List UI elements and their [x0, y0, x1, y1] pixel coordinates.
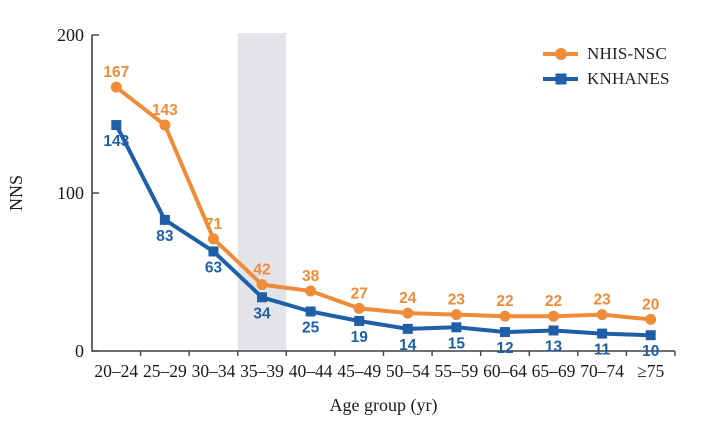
legend-item-nhis-nsc: NHIS-NSC	[543, 44, 670, 63]
x-category-label: 20–24	[94, 361, 138, 381]
data-point-marker	[499, 310, 511, 322]
data-point-marker	[499, 327, 510, 338]
x-category-label: 70–74	[580, 361, 624, 381]
data-point-label: 14	[399, 337, 417, 354]
data-point-marker	[645, 330, 656, 341]
data-point-marker	[548, 325, 559, 336]
data-point-marker	[451, 322, 462, 333]
circle-marker-icon	[554, 48, 567, 60]
data-point-marker	[305, 306, 316, 317]
data-point-marker	[354, 315, 365, 326]
data-point-label: 63	[205, 259, 223, 276]
x-category-label: 45–49	[337, 361, 381, 381]
data-point-label: 19	[351, 329, 369, 346]
legend-line-swatch	[543, 48, 578, 60]
data-point-marker	[402, 307, 414, 319]
data-point-label: 42	[253, 262, 270, 279]
data-point-label: 143	[103, 133, 129, 150]
data-point-marker	[402, 323, 413, 334]
data-point-marker	[645, 313, 657, 325]
data-point-label: 24	[399, 290, 417, 307]
data-point-label: 12	[496, 340, 513, 357]
x-category-label: 35–39	[240, 361, 284, 381]
x-category-label: 65–69	[532, 361, 576, 381]
data-point-label: 83	[156, 228, 174, 245]
data-point-label: 13	[545, 338, 563, 355]
data-point-label: 22	[496, 293, 513, 310]
data-point-label: 38	[302, 268, 320, 285]
data-point-label: 15	[448, 335, 466, 352]
square-marker-icon	[555, 73, 566, 85]
x-category-label: 60–64	[483, 361, 527, 381]
legend-label: KNHANES	[587, 69, 670, 88]
data-point-marker	[257, 292, 268, 303]
data-point-marker	[159, 119, 171, 131]
legend-line-swatch	[543, 73, 578, 85]
y-tick-label: 200	[57, 25, 84, 45]
data-point-marker	[305, 285, 317, 297]
x-category-label: 25–29	[143, 361, 187, 381]
data-point-label: 27	[351, 285, 368, 302]
series-line-knhanes	[114, 123, 653, 338]
data-point-marker	[353, 302, 365, 314]
data-point-label: 71	[205, 216, 223, 233]
data-point-label: 34	[253, 305, 271, 322]
data-point-label: 23	[594, 292, 612, 309]
data-point-label: 22	[545, 293, 562, 310]
data-point-marker	[450, 309, 462, 321]
data-point-marker	[207, 233, 219, 245]
legend: NHIS-NSC KNHANES	[543, 44, 670, 88]
y-tick-label: 100	[57, 183, 84, 203]
data-point-marker	[596, 309, 608, 321]
x-category-label: 30–34	[192, 361, 236, 381]
data-point-label: 20	[642, 296, 659, 313]
data-point-marker	[159, 214, 170, 225]
data-point-label: 11	[594, 342, 611, 359]
y-axis-title: NNS	[6, 175, 26, 211]
x-category-label: ≥75	[637, 361, 664, 381]
data-point-marker	[548, 310, 560, 322]
x-category-label: 40–44	[289, 361, 333, 381]
data-point-label: 25	[302, 320, 320, 337]
x-category-label: 55–59	[435, 361, 479, 381]
data-point-marker	[110, 81, 122, 93]
data-point-marker	[111, 120, 122, 131]
data-point-label: 23	[448, 292, 466, 309]
x-axis-title: Age group (yr)	[330, 395, 438, 416]
y-tick-label: 0	[75, 341, 84, 361]
legend-item-knhanes: KNHANES	[543, 69, 670, 88]
legend-label: NHIS-NSC	[587, 44, 668, 63]
data-point-marker	[256, 279, 268, 291]
data-point-label: 143	[152, 102, 178, 119]
data-point-marker	[208, 246, 219, 257]
data-point-marker	[597, 328, 608, 339]
series-line-nhis-nsc	[114, 85, 653, 322]
data-point-label: 10	[642, 343, 659, 360]
x-category-label: 50–54	[386, 361, 430, 381]
data-point-label: 167	[103, 64, 129, 81]
